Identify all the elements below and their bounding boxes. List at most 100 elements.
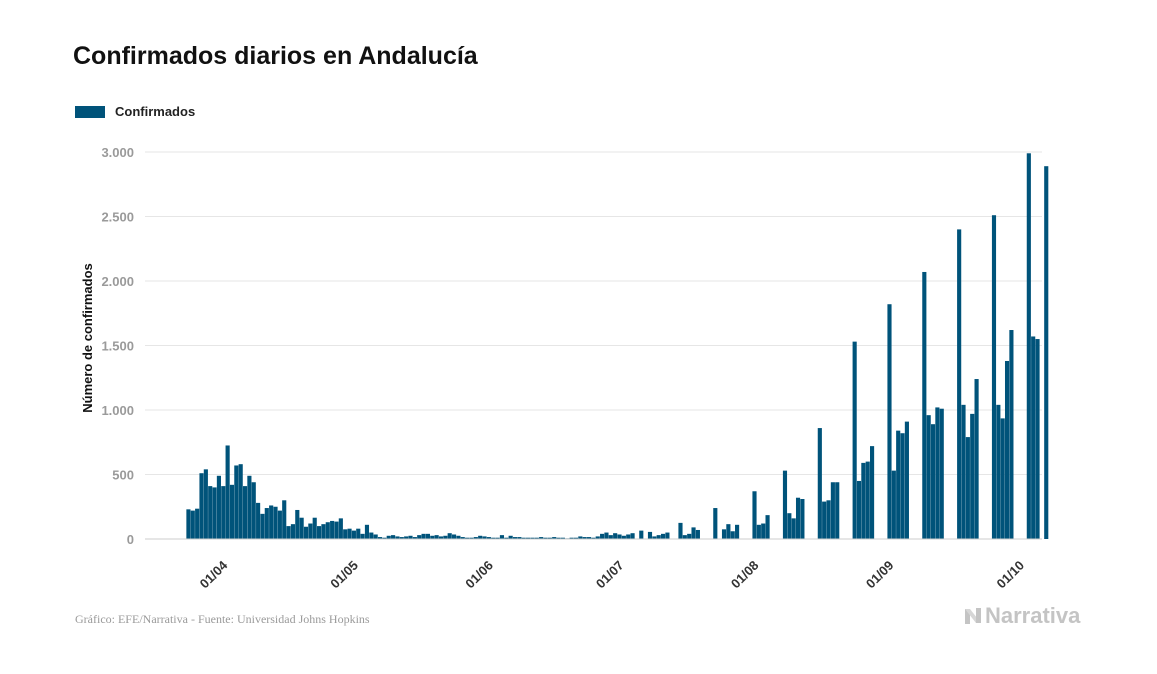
bar bbox=[504, 537, 509, 539]
bar bbox=[608, 535, 613, 539]
bar bbox=[652, 536, 657, 539]
bar bbox=[752, 491, 757, 539]
bar bbox=[573, 537, 579, 539]
bar bbox=[539, 537, 544, 539]
bar bbox=[221, 486, 226, 539]
bar bbox=[203, 469, 208, 539]
bar bbox=[382, 537, 387, 539]
x-axis-ticks: 01/04 01/05 01/06 01/07 01/08 01/09 01/10 bbox=[197, 557, 1027, 591]
y-axis-ticks: 0 500 1.000 1.500 2.000 2.500 3.000 bbox=[101, 145, 134, 547]
bar bbox=[308, 523, 313, 539]
bar bbox=[761, 523, 766, 539]
bar bbox=[547, 537, 552, 539]
bar bbox=[569, 537, 574, 539]
bar bbox=[242, 486, 248, 539]
bar bbox=[495, 537, 500, 539]
y-tick-label: 1.500 bbox=[101, 339, 134, 354]
bar bbox=[826, 500, 831, 539]
bar bbox=[991, 215, 997, 539]
bar bbox=[469, 537, 474, 539]
bar bbox=[534, 537, 539, 539]
bar bbox=[1000, 418, 1005, 539]
bar bbox=[922, 271, 927, 539]
bar bbox=[865, 461, 870, 539]
brand-logo: Narrativa bbox=[963, 603, 1080, 629]
bar bbox=[900, 433, 905, 539]
bar bbox=[434, 535, 439, 539]
narrativa-logo-icon bbox=[965, 608, 981, 624]
bar bbox=[1009, 330, 1014, 539]
bar bbox=[347, 528, 352, 539]
bar bbox=[456, 535, 461, 539]
bar bbox=[1004, 360, 1010, 539]
bar bbox=[647, 531, 653, 539]
y-tick-label: 3.000 bbox=[101, 145, 134, 160]
bar bbox=[447, 533, 452, 539]
bar bbox=[269, 505, 274, 539]
source-note: Gráfico: EFE/Narrativa - Fuente: Univers… bbox=[75, 612, 370, 626]
bar bbox=[399, 537, 404, 539]
x-tick-label: 01/05 bbox=[327, 558, 361, 592]
bar bbox=[512, 537, 518, 539]
bar bbox=[421, 533, 426, 539]
bar bbox=[617, 534, 622, 539]
bar bbox=[817, 428, 822, 539]
bar bbox=[556, 537, 561, 539]
bar bbox=[251, 482, 256, 539]
bar bbox=[186, 509, 191, 539]
bar bbox=[926, 415, 931, 539]
bar bbox=[595, 536, 600, 539]
bar bbox=[970, 413, 975, 539]
bar bbox=[861, 462, 866, 539]
bar bbox=[195, 508, 200, 539]
bar bbox=[578, 536, 583, 539]
bar bbox=[417, 535, 422, 539]
bar bbox=[787, 513, 792, 539]
bar bbox=[208, 486, 213, 539]
y-tick-label: 1.000 bbox=[101, 403, 134, 418]
bar bbox=[756, 524, 761, 539]
bar bbox=[604, 532, 609, 539]
bar bbox=[460, 537, 465, 539]
bar bbox=[791, 518, 796, 539]
bar bbox=[896, 430, 901, 539]
x-tick-label: 01/04 bbox=[197, 557, 231, 591]
bar bbox=[260, 513, 265, 539]
bar bbox=[216, 475, 221, 539]
bar-series bbox=[186, 153, 1049, 540]
bar bbox=[687, 533, 692, 539]
bar bbox=[713, 508, 718, 539]
y-tick-label: 2.000 bbox=[101, 274, 134, 289]
x-tick-label: 01/08 bbox=[728, 558, 762, 592]
bar bbox=[491, 537, 496, 539]
bar bbox=[1026, 153, 1031, 540]
bar bbox=[338, 518, 343, 539]
bar bbox=[312, 517, 317, 539]
bar bbox=[465, 537, 470, 539]
bar bbox=[613, 533, 618, 539]
bar bbox=[887, 304, 892, 539]
bar bbox=[256, 502, 261, 539]
legend-label: Confirmados bbox=[115, 104, 196, 119]
bar bbox=[856, 480, 862, 539]
bar bbox=[356, 528, 361, 539]
x-tick-label: 01/06 bbox=[462, 558, 496, 592]
legend: Confirmados bbox=[75, 104, 195, 119]
bar bbox=[830, 482, 835, 539]
bar bbox=[891, 470, 896, 539]
bar bbox=[1044, 166, 1049, 539]
bar bbox=[660, 533, 666, 539]
x-tick-label: 01/10 bbox=[994, 558, 1028, 592]
bar bbox=[369, 532, 374, 539]
bar bbox=[404, 536, 409, 539]
bar bbox=[695, 529, 700, 539]
bar bbox=[726, 524, 731, 539]
bar bbox=[438, 536, 444, 539]
bar bbox=[499, 535, 505, 539]
bar bbox=[316, 526, 322, 539]
bar bbox=[517, 537, 522, 539]
bar bbox=[443, 535, 448, 539]
legend-swatch bbox=[75, 105, 105, 118]
bar bbox=[473, 537, 478, 539]
bar bbox=[386, 535, 391, 539]
